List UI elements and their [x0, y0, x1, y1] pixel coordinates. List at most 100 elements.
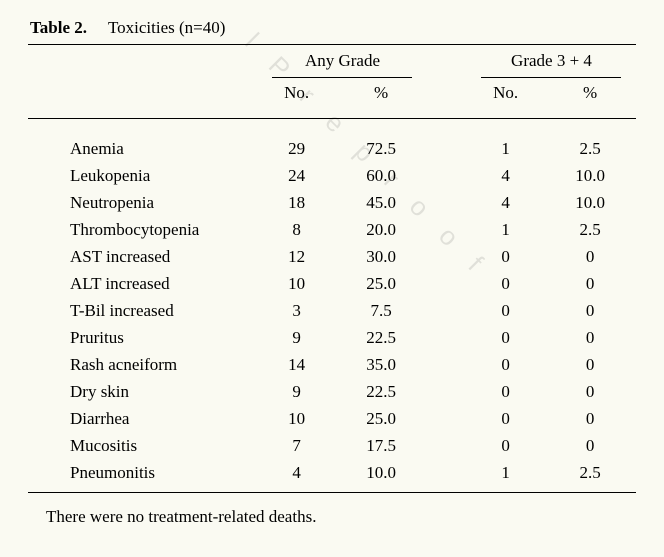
- any-no-cell: 12: [258, 243, 335, 270]
- table-row: Thrombocytopenia820.0 12.5: [28, 216, 636, 243]
- g34-no-cell: 0: [467, 270, 544, 297]
- col-group-any-grade: Any Grade: [258, 45, 427, 77]
- toxicity-name: AST increased: [28, 243, 258, 270]
- any-pct-cell: 7.5: [335, 297, 427, 324]
- g34-no-cell: 0: [467, 243, 544, 270]
- g34-pct-cell: 0: [544, 324, 636, 351]
- column-gap: [427, 324, 467, 351]
- g34-no-cell: 0: [467, 405, 544, 432]
- any-pct-cell: 20.0: [335, 216, 427, 243]
- table-title: Toxicities (n=40): [108, 18, 225, 37]
- column-gap: [427, 270, 467, 297]
- g34-pct-cell: 0: [544, 405, 636, 432]
- table-row: ALT increased1025.000: [28, 270, 636, 297]
- col-g34-no: No.: [467, 78, 544, 108]
- table-row: Mucositis717.5 00: [28, 432, 636, 459]
- column-gap: [427, 162, 467, 189]
- any-no-cell: 9: [258, 324, 335, 351]
- g34-no-cell: 0: [467, 378, 544, 405]
- col-any-pct: %: [335, 78, 427, 108]
- toxicity-name: Diarrhea: [28, 405, 258, 432]
- table-row: Pneumonitis410.012.5: [28, 459, 636, 486]
- column-gap: [427, 432, 467, 459]
- table-body: Anemia2972.512.5Leukopenia2460.0410.0Neu…: [28, 108, 636, 486]
- column-gap: [427, 405, 467, 432]
- rule-bottom: [28, 492, 636, 493]
- toxicity-name: Rash acneiform: [28, 351, 258, 378]
- g34-pct-cell: 2.5: [544, 216, 636, 243]
- any-no-cell: 24: [258, 162, 335, 189]
- any-no-cell: 8: [258, 216, 335, 243]
- toxicity-name: T-Bil increased: [28, 297, 258, 324]
- any-pct-cell: 30.0: [335, 243, 427, 270]
- any-pct-cell: 45.0: [335, 189, 427, 216]
- toxicity-name: Neutropenia: [28, 189, 258, 216]
- table-row: AST increased1230.0 00: [28, 243, 636, 270]
- table-row: Pruritus922.5 00: [28, 324, 636, 351]
- g34-no-cell: 1: [467, 135, 544, 162]
- table-row: Neutropenia1845.0 410.0: [28, 189, 636, 216]
- any-no-cell: 29: [258, 135, 335, 162]
- table-row: T-Bil increased37.5 00: [28, 297, 636, 324]
- table-row: Dry skin922.500: [28, 378, 636, 405]
- g34-no-cell: 0: [467, 324, 544, 351]
- column-gap: [427, 216, 467, 243]
- any-no-cell: 10: [258, 270, 335, 297]
- g34-pct-cell: 10.0: [544, 162, 636, 189]
- toxicity-name: Mucositis: [28, 432, 258, 459]
- g34-no-cell: 0: [467, 297, 544, 324]
- any-no-cell: 7: [258, 432, 335, 459]
- table-header: Any Grade Grade 3 + 4 No. % No. %: [28, 45, 636, 108]
- table-row: Rash acneiform1435.0 00: [28, 351, 636, 378]
- g34-pct-cell: 0: [544, 432, 636, 459]
- any-pct-cell: 35.0: [335, 351, 427, 378]
- column-gap: [427, 459, 467, 486]
- table-label: Table 2.: [30, 18, 87, 37]
- any-no-cell: 18: [258, 189, 335, 216]
- g34-pct-cell: 2.5: [544, 135, 636, 162]
- col-g34-pct: %: [544, 78, 636, 108]
- g34-pct-cell: 0: [544, 297, 636, 324]
- table-row: Diarrhea1025.0 00: [28, 405, 636, 432]
- any-pct-cell: 22.5: [335, 324, 427, 351]
- any-pct-cell: 17.5: [335, 432, 427, 459]
- g34-pct-cell: 2.5: [544, 459, 636, 486]
- g34-pct-cell: 0: [544, 351, 636, 378]
- toxicity-name: Thrombocytopenia: [28, 216, 258, 243]
- any-no-cell: 10: [258, 405, 335, 432]
- g34-pct-cell: 0: [544, 270, 636, 297]
- g34-no-cell: 4: [467, 189, 544, 216]
- any-no-cell: 3: [258, 297, 335, 324]
- column-gap: [427, 297, 467, 324]
- table-row: Anemia2972.5 12.5: [28, 135, 636, 162]
- toxicity-name: Pruritus: [28, 324, 258, 351]
- any-pct-cell: 25.0: [335, 405, 427, 432]
- column-gap: [427, 351, 467, 378]
- g34-pct-cell: 0: [544, 378, 636, 405]
- g34-pct-cell: 10.0: [544, 189, 636, 216]
- column-gap: [427, 243, 467, 270]
- g34-pct-cell: 0: [544, 243, 636, 270]
- any-pct-cell: 72.5: [335, 135, 427, 162]
- g34-no-cell: 0: [467, 351, 544, 378]
- toxicity-name: Leukopenia: [28, 162, 258, 189]
- any-no-cell: 14: [258, 351, 335, 378]
- g34-no-cell: 4: [467, 162, 544, 189]
- g34-no-cell: 1: [467, 459, 544, 486]
- column-gap: [427, 189, 467, 216]
- column-gap: [427, 135, 467, 162]
- g34-no-cell: 1: [467, 216, 544, 243]
- any-pct-cell: 60.0: [335, 162, 427, 189]
- col-group-grade34: Grade 3 + 4: [467, 45, 636, 77]
- toxicity-name: Pneumonitis: [28, 459, 258, 486]
- rule-under-subheaders: [28, 108, 636, 135]
- table-caption: Table 2. Toxicities (n=40): [30, 18, 636, 38]
- any-pct-cell: 25.0: [335, 270, 427, 297]
- toxicity-name: Anemia: [28, 135, 258, 162]
- any-pct-cell: 22.5: [335, 378, 427, 405]
- toxicities-table: Any Grade Grade 3 + 4 No. % No. % Anemia…: [28, 45, 636, 486]
- col-any-no: No.: [258, 78, 335, 108]
- column-gap: [427, 378, 467, 405]
- any-no-cell: 9: [258, 378, 335, 405]
- g34-no-cell: 0: [467, 432, 544, 459]
